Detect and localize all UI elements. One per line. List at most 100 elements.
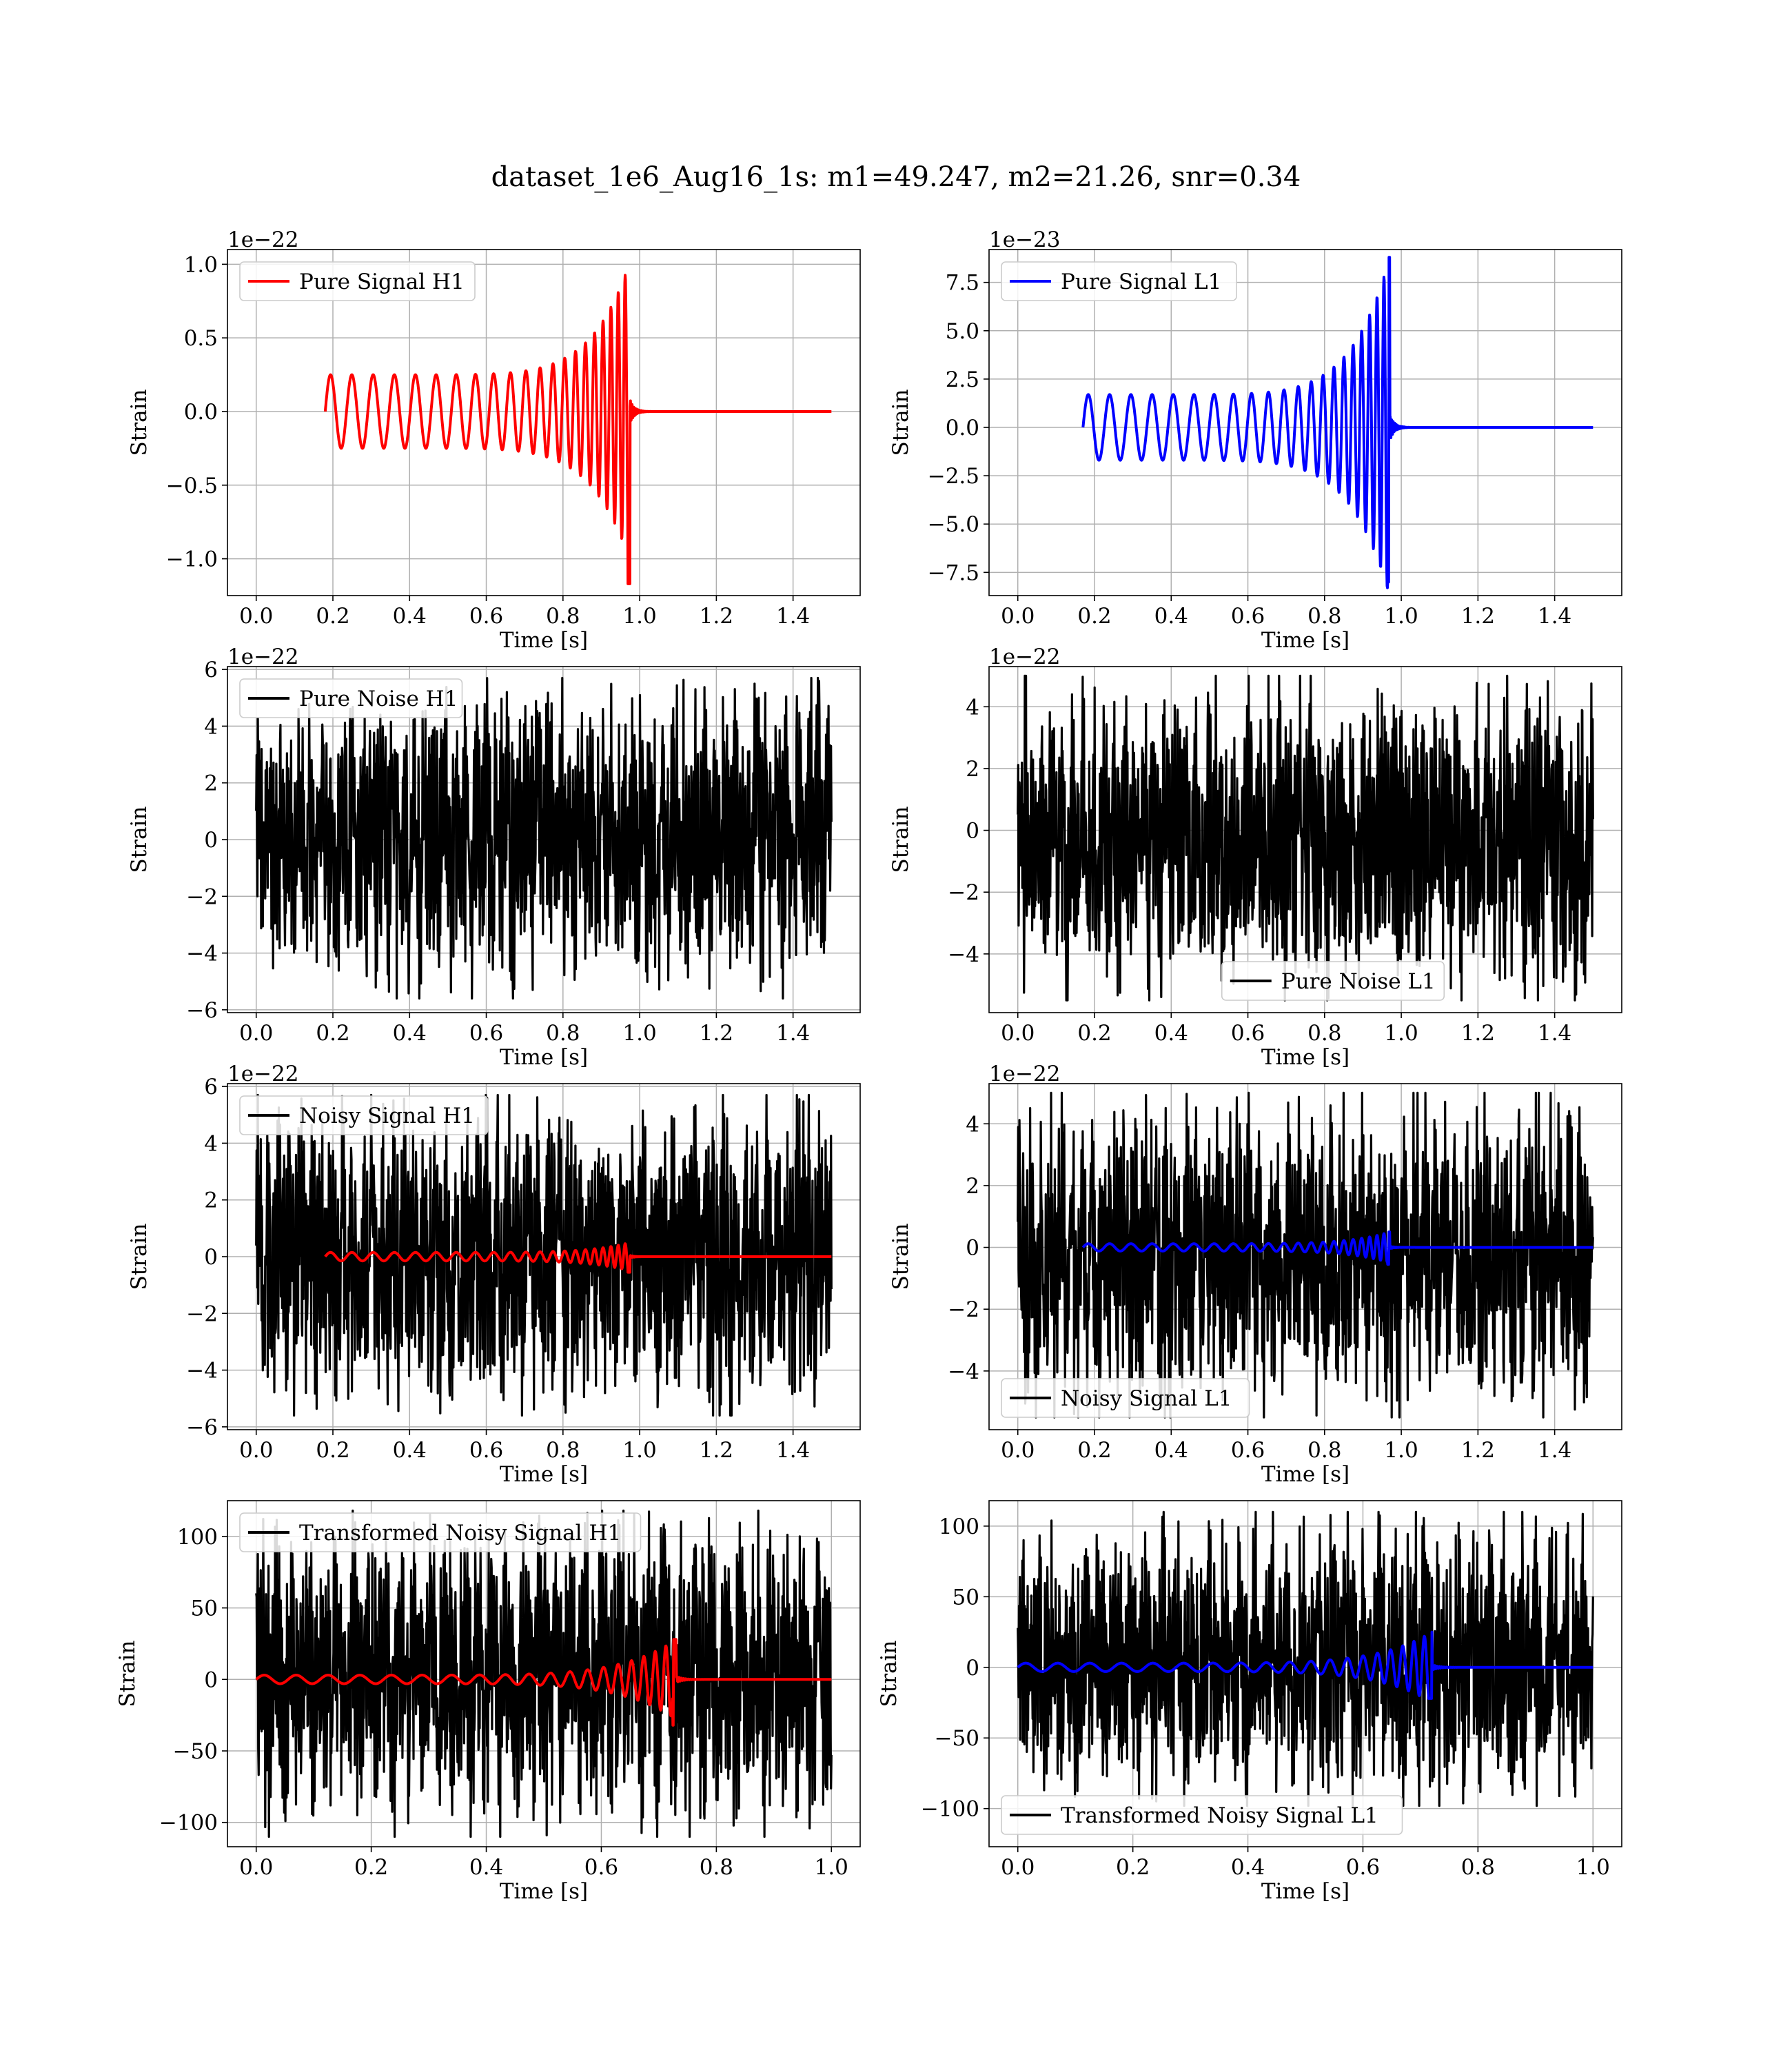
x-tick-label: 0.4: [393, 604, 427, 629]
legend: Pure Noise L1: [1221, 961, 1445, 1001]
y-tick-label: 1.0: [184, 252, 218, 277]
x-tick-label: 1.0: [622, 1438, 656, 1463]
series-line-pure-noise-h1: [255, 676, 833, 1000]
y-tick-label: 50: [953, 1585, 979, 1610]
legend-box: [1001, 1378, 1250, 1418]
y-tick-label: 0.0: [946, 416, 979, 440]
y-tick-label: −1.0: [166, 547, 218, 572]
x-tick-label: 0.2: [316, 1438, 349, 1463]
x-axis-label: Time [s]: [500, 1879, 588, 1904]
subplot-8: 0.0 0.2 0.4 0.6 0.8 1.0 −100 −50 0 50 100 Time [s] S…: [877, 1500, 1622, 1904]
y-axis-label: Strain: [127, 1224, 152, 1290]
y-tick-label: 5.0: [946, 319, 979, 344]
y-axis-label: Strain: [888, 807, 913, 873]
x-tick-label: 0.2: [1077, 1438, 1111, 1463]
x-tick-label: 1.4: [776, 604, 810, 629]
axes-frame: [988, 666, 1622, 1013]
x-tick-label: 1.2: [700, 1021, 733, 1046]
series-group: [1017, 1510, 1594, 1807]
legend: Transformed Noisy Signal H1: [239, 1512, 642, 1552]
y-axis-label: Strain: [888, 389, 913, 456]
y-tick-label: 0: [966, 1656, 979, 1681]
x-tick-label: 0.4: [393, 1438, 427, 1463]
legend-label: Noisy Signal L1: [1061, 1386, 1232, 1411]
y-tick-label: 2.5: [946, 367, 979, 392]
y-tick-label: −4: [186, 942, 218, 966]
x-tick-label: 1.2: [700, 1438, 733, 1463]
y-tick-label: 2: [966, 757, 979, 782]
legend-label: Noisy Signal H1: [299, 1104, 475, 1128]
legend-box: [1001, 261, 1237, 301]
subplot-1: 0.0 0.2 0.4 0.6 0.8 1.0 1.2 1.4 −1.0 −0.5 0.0 0.5 1.…: [127, 227, 861, 653]
y-tick-label: 0: [204, 1245, 218, 1270]
x-tick-label: 0.0: [1001, 1021, 1035, 1046]
x-tick-label: 1.0: [815, 1855, 848, 1880]
x-tick-label: 1.2: [1461, 1438, 1495, 1463]
x-tick-label: 0.6: [1346, 1855, 1380, 1880]
x-tick-label: 0.2: [316, 1021, 349, 1046]
figure-title: dataset_1e6_Aug16_1s: m1=49.247, m2=21.2…: [491, 161, 1301, 193]
x-tick-label: 1.0: [622, 1021, 656, 1046]
x-tick-label: 1.4: [1538, 1021, 1571, 1046]
x-tick-label: 0.8: [1307, 1021, 1341, 1046]
axes-frame: [988, 249, 1622, 596]
x-axis-label: Time [s]: [1261, 1879, 1350, 1904]
legend-box: [239, 261, 476, 301]
x-tick-label: 1.0: [1384, 1438, 1418, 1463]
x-tick-label: 0.8: [546, 604, 580, 629]
y-tick-label: −100: [159, 1811, 218, 1836]
x-axis-label: Time [s]: [500, 1045, 588, 1070]
legend: Pure Signal L1: [1001, 261, 1237, 301]
y-tick-label: 6: [204, 658, 218, 682]
y-tick-label: 4: [966, 1112, 979, 1137]
y-tick-label: 4: [966, 695, 979, 720]
series-group: [1081, 256, 1594, 589]
offset-text: 1e−22: [989, 645, 1061, 669]
legend-label: Transformed Noisy Signal H1: [299, 1521, 621, 1545]
series-line-transformed-noisy-signal-h1: [255, 1509, 833, 1838]
x-tick-label: 1.0: [1576, 1855, 1610, 1880]
x-tick-label: 0.6: [1231, 1438, 1265, 1463]
y-tick-label: −4: [948, 942, 979, 967]
axes-frame: [227, 1500, 861, 1847]
legend-box: [1001, 1795, 1403, 1835]
offset-text: 1e−22: [227, 645, 299, 669]
x-tick-label: 0.0: [1001, 604, 1035, 629]
legend: Pure Noise H1: [239, 678, 463, 718]
y-tick-label: −2.5: [928, 464, 979, 489]
y-axis-label: Strain: [127, 389, 152, 456]
y-tick-label: −6: [186, 998, 218, 1023]
x-tick-label: 0.6: [469, 604, 503, 629]
y-tick-label: 6: [204, 1075, 218, 1099]
x-tick-label: 1.2: [700, 604, 733, 629]
y-tick-label: −6: [186, 1415, 218, 1440]
y-tick-label: −50: [173, 1739, 218, 1764]
x-tick-label: 0.0: [239, 1855, 273, 1880]
x-tick-label: 0.4: [1154, 1021, 1188, 1046]
x-axis-label: Time [s]: [500, 628, 588, 653]
y-axis-label: Strain: [888, 1224, 913, 1290]
y-tick-label: 0: [204, 828, 218, 853]
y-axis-label: Strain: [127, 807, 152, 873]
series-line-signal-1: [1081, 1230, 1594, 1266]
offset-text: 1e−23: [989, 227, 1061, 252]
series-line-pure-signal-l1: [1081, 256, 1594, 589]
x-tick-label: 1.0: [622, 604, 656, 629]
x-tick-label: 0.2: [1116, 1855, 1150, 1880]
x-tick-label: 1.4: [1538, 1438, 1571, 1463]
y-tick-label: −2: [186, 884, 218, 909]
x-tick-label: 1.4: [1538, 604, 1571, 629]
x-tick-label: 0.0: [239, 1438, 273, 1463]
axes-frame: [988, 1083, 1622, 1430]
y-tick-label: 0.5: [184, 326, 218, 351]
y-tick-label: 0: [966, 819, 979, 844]
legend: Pure Signal H1: [239, 261, 476, 301]
x-tick-label: 0.0: [239, 604, 273, 629]
x-tick-label: 0.6: [469, 1438, 503, 1463]
series-group: [1017, 1091, 1594, 1419]
series-line-noisy-signal-l1: [1017, 1091, 1594, 1419]
x-tick-label: 0.2: [1077, 604, 1111, 629]
axes-frame: [988, 1500, 1622, 1847]
y-tick-label: 0: [204, 1667, 218, 1692]
